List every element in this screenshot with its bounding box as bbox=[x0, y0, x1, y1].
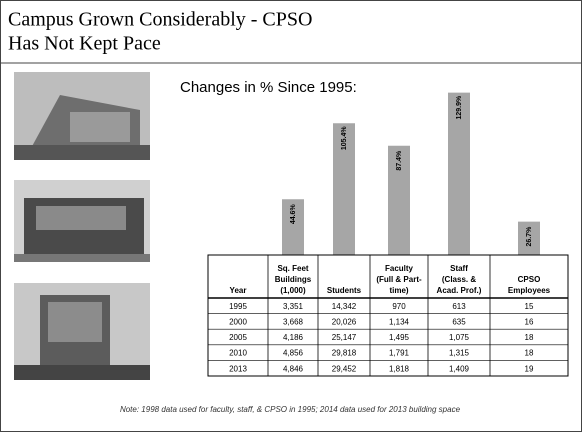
column-header: Students bbox=[327, 286, 362, 295]
table-cell: 1,075 bbox=[449, 333, 470, 342]
bar bbox=[518, 221, 540, 255]
table-cell: 14,342 bbox=[332, 302, 357, 311]
data-label: 26.7% bbox=[526, 226, 533, 247]
column-header: time) bbox=[389, 286, 408, 295]
table-cell: 19 bbox=[525, 364, 534, 373]
column-header: Employees bbox=[508, 286, 551, 295]
table-cell: 29,818 bbox=[332, 349, 357, 358]
table-cell: 16 bbox=[525, 318, 534, 327]
table-cell: 15 bbox=[525, 302, 534, 311]
table-cell: 4,186 bbox=[283, 333, 304, 342]
column-header: Buildings bbox=[275, 275, 312, 284]
table-cell: 20,026 bbox=[332, 318, 357, 327]
bar bbox=[448, 92, 470, 255]
table-cell: 1995 bbox=[229, 302, 247, 311]
table-cell: 1,495 bbox=[389, 333, 410, 342]
slide-title: Has Not Kept Pace bbox=[8, 33, 161, 55]
column-header: Year bbox=[230, 286, 247, 295]
table-cell: 18 bbox=[525, 333, 534, 342]
column-header: Faculty bbox=[385, 264, 414, 273]
data-label: 129.9% bbox=[456, 95, 463, 120]
photo bbox=[14, 180, 150, 262]
photo bbox=[14, 283, 150, 380]
table-cell: 1,134 bbox=[389, 318, 410, 327]
column-header: Sq. Feet bbox=[277, 264, 308, 273]
table-cell: 25,147 bbox=[332, 333, 357, 342]
bar bbox=[282, 199, 304, 255]
table-cell: 3,668 bbox=[283, 318, 304, 327]
table-cell: 1,315 bbox=[449, 349, 470, 358]
table-cell: 1,409 bbox=[449, 364, 470, 373]
table-cell: 2000 bbox=[229, 318, 247, 327]
table-cell: 4,846 bbox=[283, 364, 304, 373]
slide-title: Campus Grown Considerably - CPSO bbox=[8, 9, 312, 31]
column-header: Acad. Prof.) bbox=[437, 286, 482, 295]
chart-title: Changes in % Since 1995: bbox=[180, 79, 357, 96]
column-header: (Full & Part- bbox=[376, 275, 422, 284]
table-cell: 18 bbox=[525, 349, 534, 358]
column-header: (1,000) bbox=[280, 286, 306, 295]
table-cell: 1,791 bbox=[389, 349, 410, 358]
table-cell: 635 bbox=[452, 318, 466, 327]
column-header: (Class. & bbox=[442, 275, 476, 284]
table-cell: 3,351 bbox=[283, 302, 304, 311]
table-cell: 2013 bbox=[229, 364, 247, 373]
table-cell: 2005 bbox=[229, 333, 247, 342]
table-cell: 1,818 bbox=[389, 364, 410, 373]
bar bbox=[333, 123, 355, 255]
column-header: CPSO bbox=[518, 275, 541, 284]
table-cell: 2010 bbox=[229, 349, 247, 358]
table-cell: 4,856 bbox=[283, 349, 304, 358]
bar bbox=[388, 145, 410, 255]
data-label: 44.6% bbox=[290, 204, 297, 225]
photo bbox=[14, 72, 150, 160]
table-cell: 613 bbox=[452, 302, 466, 311]
data-label: 105.4% bbox=[341, 126, 348, 151]
data-label: 87.4% bbox=[396, 150, 403, 171]
note: Note: 1998 data used for faculty, staff,… bbox=[120, 405, 461, 414]
table-cell: 970 bbox=[392, 302, 406, 311]
column-header: Staff bbox=[450, 264, 468, 273]
table-cell: 29,452 bbox=[332, 364, 357, 373]
